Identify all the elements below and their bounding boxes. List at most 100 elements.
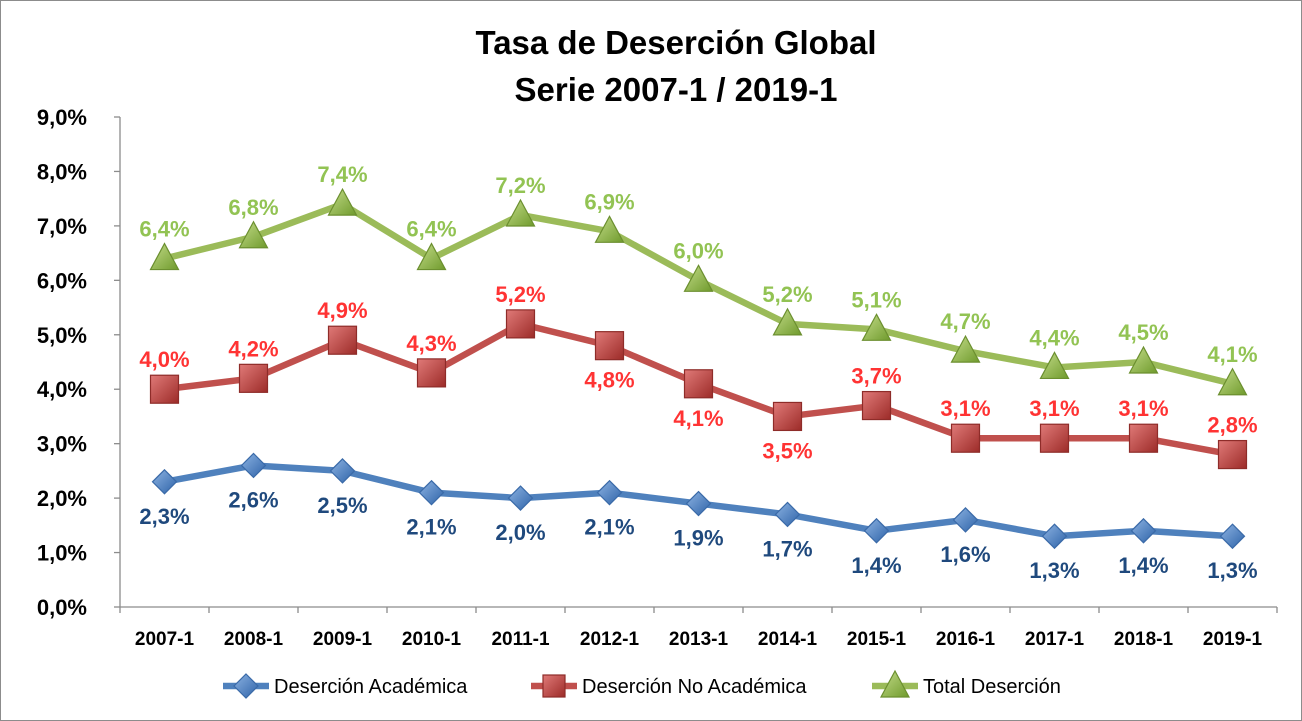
series-desercion-no-academica-marker	[772, 401, 803, 432]
series-desercion-no-academica-marker	[1039, 423, 1070, 453]
legend-label: Deserción No Académica	[582, 676, 807, 698]
series-desercion-academica-marker	[1041, 523, 1068, 550]
series-desercion-academica-marker	[774, 501, 801, 528]
chart-title-line-2: Serie 2007-1 / 2019-1	[515, 71, 838, 108]
x-tick-label: 2012-1	[580, 629, 640, 650]
series-total-desercion-data-label: 5,1%	[851, 287, 901, 312]
x-tick-label: 2011-1	[491, 629, 550, 650]
series-desercion-no-academica-marker	[416, 358, 447, 388]
x-tick-label: 2017-1	[1025, 629, 1085, 650]
series-total-desercion-data-label: 6,0%	[673, 238, 723, 263]
y-tick-label: 6,0%	[37, 268, 87, 293]
series-desercion-no-academica-marker	[149, 374, 180, 404]
series-total-desercion-marker	[683, 264, 714, 292]
legend-series-desercion-no-academica-marker	[542, 674, 566, 698]
series-total-desercion-data-label: 4,1%	[1207, 342, 1257, 367]
legend-item-desercion-no-academica: Deserción No Académica	[531, 674, 807, 698]
series-desercion-academica-marker	[685, 490, 712, 517]
series-desercion-academica-marker	[329, 458, 356, 484]
series-desercion-no-academica-data-label: 3,1%	[1029, 396, 1079, 421]
x-tick-label: 2016-1	[936, 629, 996, 650]
series-desercion-no-academica-data-label: 4,1%	[673, 406, 723, 431]
series-desercion-no-academica-data-label: 5,2%	[495, 282, 545, 307]
series-total-desercion-marker	[1128, 345, 1159, 374]
y-tick-label: 8,0%	[37, 159, 87, 184]
series-desercion-academica-marker	[151, 468, 178, 495]
series-desercion-no-academica-data-label: 3,1%	[1118, 396, 1168, 421]
x-axis-ticks: 2007-1 2008-1 2009-1 2010-1 2011-1 2012-1 2013…	[119, 607, 1278, 650]
y-tick-label: 5,0%	[37, 323, 87, 348]
series-total-desercion-marker	[950, 334, 981, 363]
legend-label: Total Deserción	[923, 676, 1061, 698]
series-total-desercion-data-label: 5,2%	[762, 282, 812, 307]
x-tick-label: 2008-1	[224, 629, 284, 650]
series-desercion-no-academica-data-label: 4,2%	[228, 336, 278, 361]
series-total-desercion-marker	[594, 215, 625, 243]
series-total-desercion-data-label: 4,4%	[1029, 325, 1079, 350]
x-tick-label: 2014-1	[758, 629, 818, 650]
series-desercion-no-academica-marker	[594, 331, 625, 361]
series-desercion-academica: 2,3% 2,6% 2,5% 2,1% 2,0% 2,1% 1,9% 1,7% 1,4% 1,6%…	[139, 452, 1258, 583]
x-tick-label: 2019-1	[1203, 629, 1263, 650]
series-desercion-no-academica: 4,0% 4,2% 4,9% 4,3% 5,2% 4,8% 4,1% 3,5% 3,7% 3,1%…	[139, 282, 1258, 470]
series-total-desercion-marker	[416, 242, 447, 271]
legend-series-desercion-academica-marker	[233, 673, 259, 699]
legend: Deserción Académica Deserción No Académic…	[223, 669, 1061, 699]
series-desercion-academica-data-label: 2,5%	[317, 493, 367, 518]
series-desercion-no-academica-marker	[683, 369, 714, 399]
y-axis-ticks: 0,0% 1,0% 2,0% 3,0% 4,0% 5,0% 6,0% 7,0% 8,0% 9,0%	[37, 105, 120, 620]
series-total-desercion-marker	[861, 313, 892, 341]
series-desercion-no-academica-data-label: 4,3%	[406, 331, 456, 356]
series-desercion-academica-data-label: 2,1%	[406, 515, 456, 540]
series-desercion-academica-data-label: 1,4%	[1118, 553, 1168, 578]
series-total-desercion-marker	[772, 307, 803, 336]
x-tick-label: 2015-1	[847, 629, 907, 650]
series-desercion-no-academica-marker	[861, 390, 892, 421]
legend-label: Deserción Académica	[274, 676, 468, 698]
series-total-desercion-data-label: 6,4%	[139, 217, 189, 242]
chart-title: Tasa de Deserción Global Serie 2007-1 / …	[475, 24, 876, 108]
series-desercion-academica-marker	[952, 507, 979, 533]
series-desercion-no-academica-data-label: 4,0%	[139, 347, 189, 372]
y-tick-label: 3,0%	[37, 432, 87, 457]
y-tick-label: 9,0%	[37, 105, 87, 130]
x-tick-label: 2010-1	[402, 629, 462, 650]
series-desercion-academica-marker	[596, 479, 623, 506]
x-tick-label: 2007-1	[135, 629, 195, 650]
series-desercion-no-academica-marker	[238, 363, 269, 393]
series-desercion-academica-marker	[863, 517, 890, 544]
series-total-desercion-data-label: 6,4%	[406, 217, 456, 242]
series-desercion-academica-data-label: 1,6%	[940, 542, 990, 567]
series-total-desercion-marker	[505, 198, 536, 227]
series-desercion-academica-marker	[418, 479, 445, 506]
series-desercion-no-academica-data-label: 4,9%	[317, 298, 367, 323]
series-total-desercion-marker	[1039, 351, 1070, 380]
series-desercion-academica-marker	[240, 452, 267, 479]
series-desercion-academica-marker	[1130, 517, 1157, 544]
series-total-desercion-data-label: 6,9%	[584, 189, 634, 214]
series-total-desercion-marker	[238, 220, 269, 249]
series-total-desercion-data-label: 6,8%	[228, 195, 278, 220]
series-desercion-no-academica-data-label: 2,8%	[1207, 413, 1257, 438]
series-total-desercion-data-label: 4,5%	[1118, 320, 1168, 345]
legend-item-total-desercion: Total Deserción	[872, 669, 1061, 698]
series-total-desercion-line	[163, 200, 1234, 387]
series-desercion-academica-data-label: 1,7%	[762, 536, 812, 561]
series-desercion-academica-data-label: 2,0%	[495, 520, 545, 545]
chart-title-line-1: Tasa de Deserción Global	[475, 24, 876, 61]
series-desercion-no-academica-data-label: 3,1%	[940, 396, 990, 421]
series-desercion-academica-marker	[1219, 523, 1246, 550]
x-tick-label: 2013-1	[669, 629, 729, 650]
series-total-desercion-data-label: 7,2%	[495, 173, 545, 198]
series-desercion-no-academica-marker	[1217, 439, 1248, 470]
x-tick-label: 2009-1	[313, 629, 373, 650]
y-tick-label: 4,0%	[37, 377, 87, 402]
legend-series-total-desercion-marker	[879, 669, 911, 698]
axes	[119, 117, 1277, 608]
series-desercion-no-academica-marker	[327, 325, 358, 355]
legend-item-desercion-academica: Deserción Académica	[223, 673, 468, 699]
x-tick-label: 2018-1	[1114, 629, 1174, 650]
series-desercion-academica-data-label: 2,3%	[139, 504, 189, 529]
